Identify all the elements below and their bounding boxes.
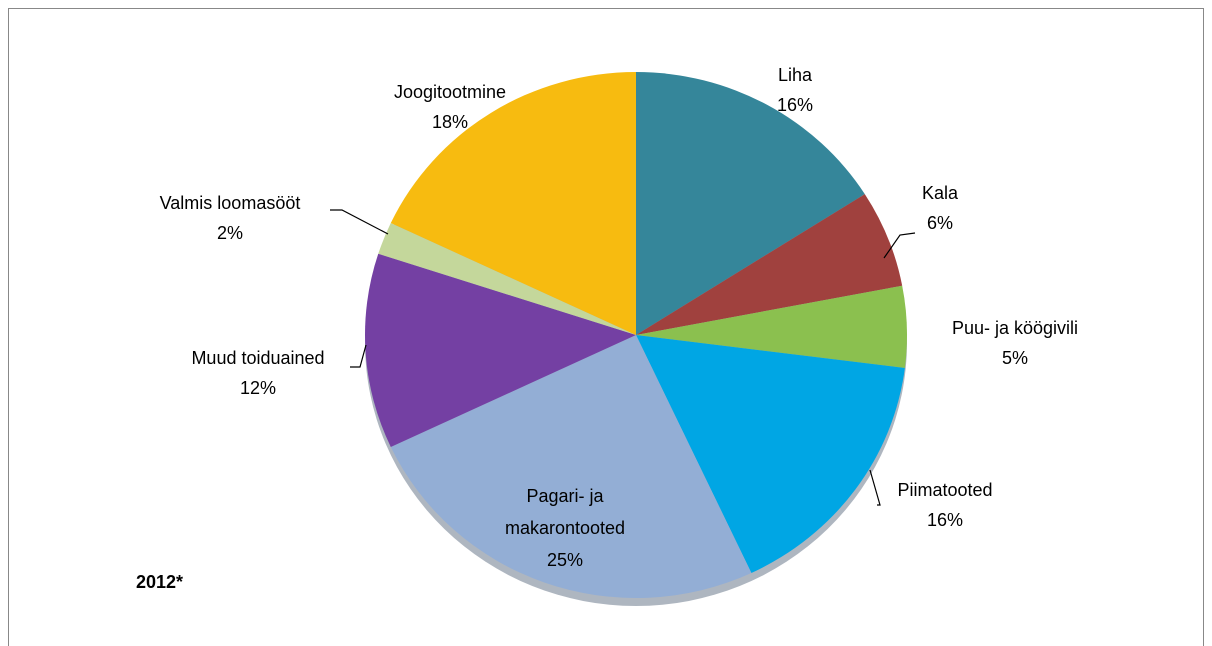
leaders (330, 209, 916, 506)
pie-slice (636, 72, 865, 335)
pie-slice (365, 253, 636, 447)
pie-slice (636, 335, 905, 573)
pie-slice (390, 72, 636, 335)
slice-label: Kala 6% (921, 183, 959, 233)
slice-label: Puu- ja köögivili 5% (951, 318, 1079, 368)
pie (365, 72, 907, 606)
slice-label: Piimatooted 16% (897, 480, 993, 530)
annotation: 2012* (136, 572, 184, 592)
slice-label: Liha 16% (776, 65, 814, 115)
slice-label: Joogitootmine 18% (393, 82, 507, 132)
slice-label: Pagari- ja makarontooted 25% (504, 486, 626, 570)
pie-slice (390, 335, 752, 598)
leader-line (869, 469, 881, 506)
slice-label: Valmis loomasööt 2% (159, 193, 301, 243)
frame (8, 8, 1204, 646)
pie-slice (636, 194, 903, 335)
pie-slice (636, 285, 907, 368)
slice-label: Muud toiduained 12% (191, 348, 325, 398)
leader-line (330, 209, 389, 235)
leader-line (883, 232, 916, 259)
leader-line (350, 344, 367, 368)
pie-slice (378, 223, 636, 335)
